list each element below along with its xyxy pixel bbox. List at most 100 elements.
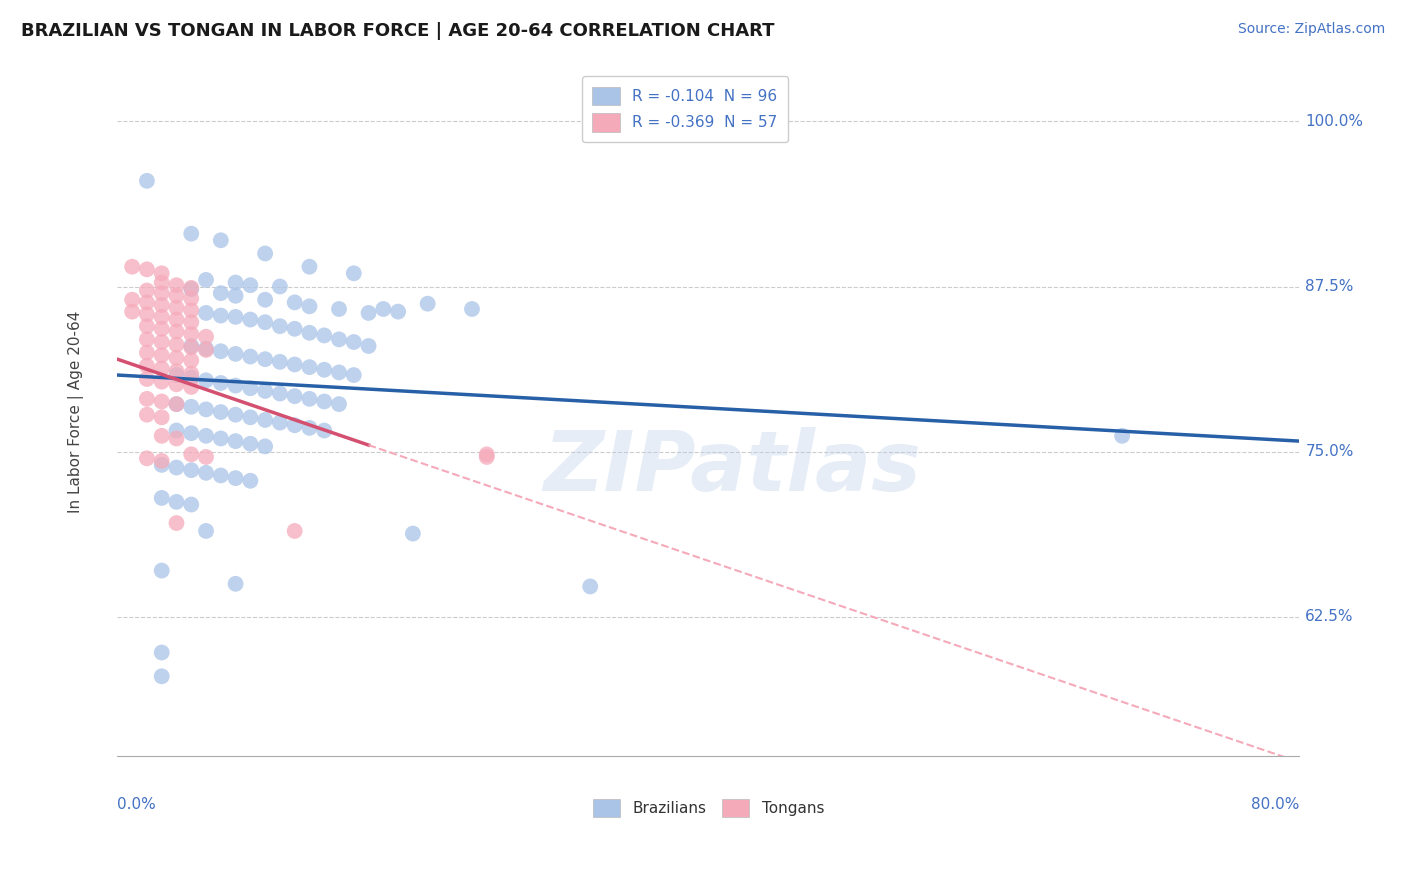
Text: 75.0%: 75.0%	[1305, 444, 1354, 459]
Point	[195, 450, 218, 464]
Point	[314, 328, 336, 343]
Point	[166, 301, 188, 315]
Point	[225, 378, 247, 392]
Point	[195, 466, 218, 480]
Point	[121, 293, 143, 307]
Point	[298, 360, 321, 375]
Point	[150, 361, 173, 376]
Point	[298, 421, 321, 435]
Point	[150, 334, 173, 349]
Point	[373, 301, 395, 316]
Point	[239, 436, 262, 450]
Point	[136, 392, 159, 406]
Point	[343, 368, 366, 382]
Point	[136, 408, 159, 422]
Point	[166, 312, 188, 326]
Point	[180, 292, 202, 306]
Point	[269, 319, 291, 334]
Point	[166, 516, 188, 530]
Point	[209, 405, 232, 419]
Point	[166, 368, 188, 382]
Point	[284, 295, 307, 310]
Point	[166, 377, 188, 392]
Point	[328, 365, 350, 379]
Point	[180, 303, 202, 318]
Point	[166, 337, 188, 351]
Point	[269, 416, 291, 430]
Point	[150, 646, 173, 660]
Point	[150, 276, 173, 290]
Text: Source: ZipAtlas.com: Source: ZipAtlas.com	[1237, 22, 1385, 37]
Point	[180, 367, 202, 381]
Point	[180, 327, 202, 342]
Point	[136, 345, 159, 359]
Point	[225, 289, 247, 303]
Point	[284, 389, 307, 403]
Point	[136, 319, 159, 334]
Point	[136, 174, 159, 188]
Point	[298, 326, 321, 340]
Point	[150, 286, 173, 301]
Point	[209, 344, 232, 359]
Point	[1111, 429, 1133, 443]
Point	[180, 498, 202, 512]
Point	[254, 293, 277, 307]
Text: BRAZILIAN VS TONGAN IN LABOR FORCE | AGE 20-64 CORRELATION CHART: BRAZILIAN VS TONGAN IN LABOR FORCE | AGE…	[21, 22, 775, 40]
Point	[284, 418, 307, 433]
Point	[209, 286, 232, 301]
Point	[314, 424, 336, 438]
Point	[328, 332, 350, 346]
Point	[284, 322, 307, 336]
Point	[357, 306, 380, 320]
Point	[475, 447, 498, 461]
Point	[225, 408, 247, 422]
Point	[475, 450, 498, 464]
Point	[254, 315, 277, 329]
Point	[195, 343, 218, 357]
Point	[166, 364, 188, 378]
Point	[166, 289, 188, 303]
Point	[298, 260, 321, 274]
Point	[136, 451, 159, 466]
Point	[579, 579, 602, 593]
Point	[209, 233, 232, 247]
Point	[166, 325, 188, 339]
Text: 100.0%: 100.0%	[1305, 114, 1364, 128]
Point	[121, 304, 143, 318]
Point	[195, 273, 218, 287]
Point	[150, 375, 173, 389]
Point	[225, 434, 247, 449]
Point	[150, 266, 173, 280]
Point	[239, 381, 262, 395]
Point	[136, 284, 159, 298]
Point	[254, 384, 277, 398]
Point	[150, 394, 173, 409]
Text: 62.5%: 62.5%	[1305, 609, 1354, 624]
Point	[150, 458, 173, 472]
Point	[284, 358, 307, 372]
Point	[225, 310, 247, 324]
Point	[150, 310, 173, 324]
Point	[225, 576, 247, 591]
Point	[150, 298, 173, 312]
Point	[225, 276, 247, 290]
Point	[209, 309, 232, 323]
Point	[239, 278, 262, 293]
Point	[166, 460, 188, 475]
Point	[195, 373, 218, 387]
Point	[121, 260, 143, 274]
Point	[269, 279, 291, 293]
Point	[195, 524, 218, 538]
Point	[166, 351, 188, 365]
Point	[298, 392, 321, 406]
Point	[166, 424, 188, 438]
Point	[239, 312, 262, 326]
Point	[416, 296, 439, 310]
Point	[180, 400, 202, 414]
Point	[180, 281, 202, 295]
Point	[209, 468, 232, 483]
Point	[136, 307, 159, 321]
Point	[225, 347, 247, 361]
Point	[166, 397, 188, 411]
Point	[180, 227, 202, 241]
